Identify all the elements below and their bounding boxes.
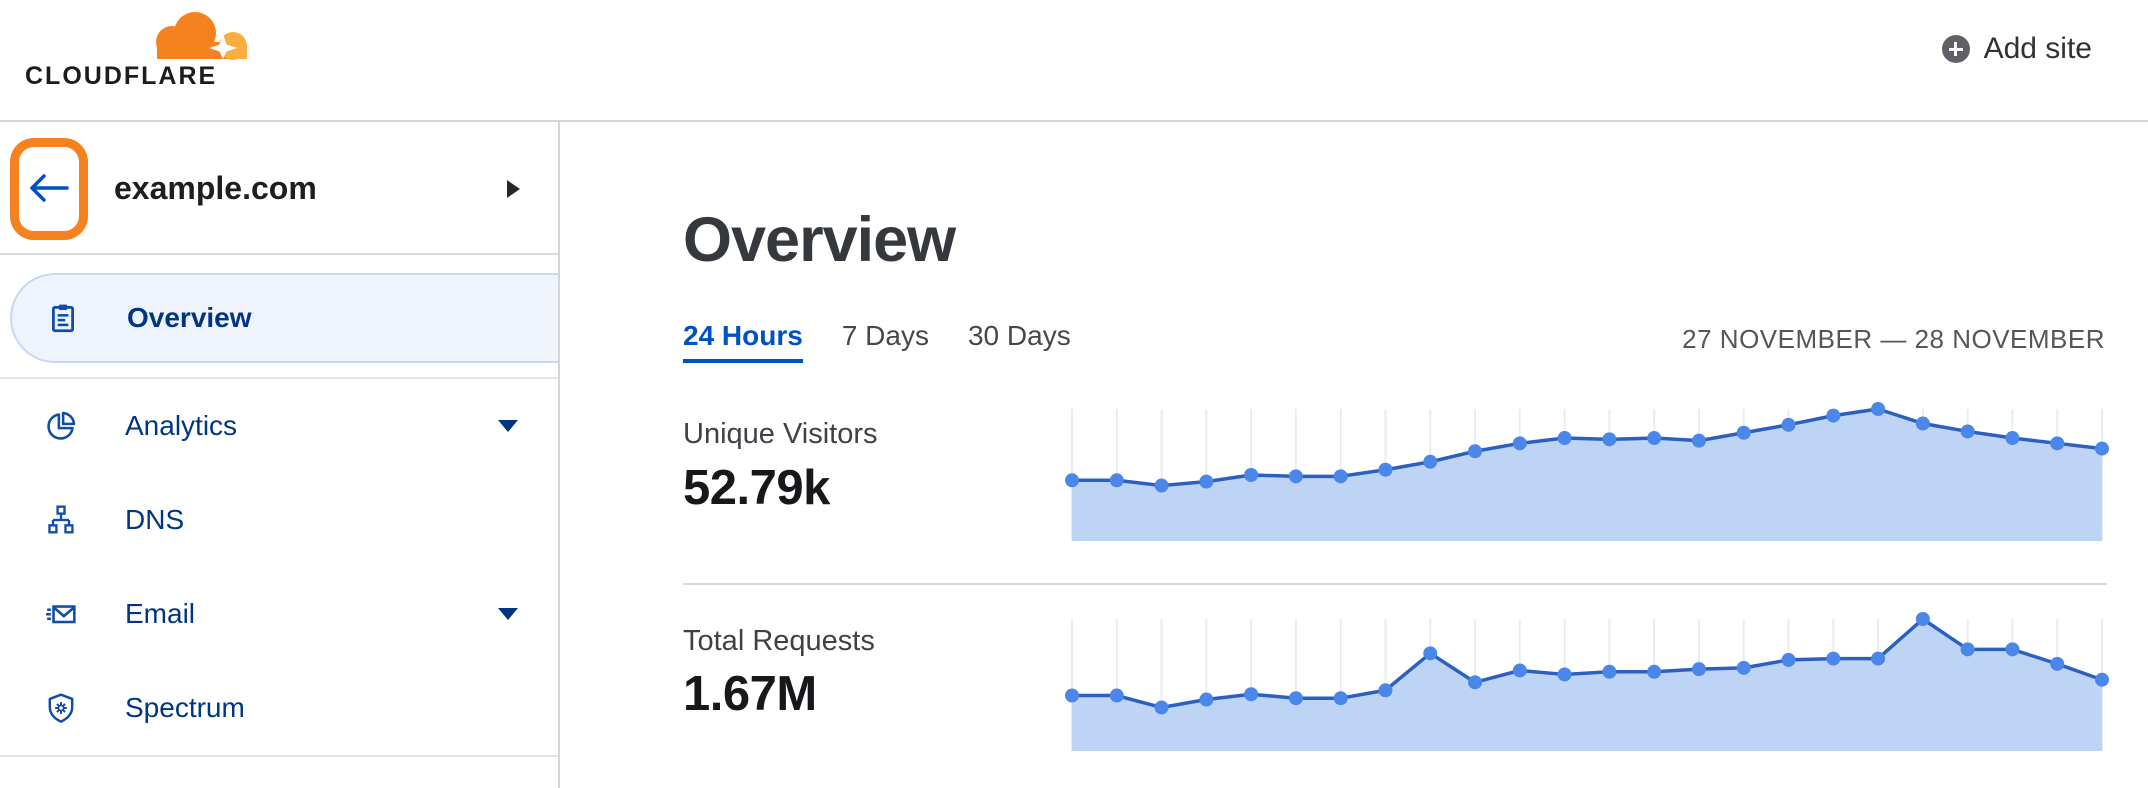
metric-label-total-requests: Total Requests xyxy=(683,625,875,657)
metric-label-unique-visitors: Unique Visitors xyxy=(683,418,878,450)
chevron-down-icon[interactable] xyxy=(498,420,518,432)
sidebar-nav: Overview Analytics xyxy=(0,255,558,757)
sidebar-item-label: Analytics xyxy=(125,410,238,441)
sidebar-divider xyxy=(0,755,558,757)
chevron-right-icon[interactable] xyxy=(507,180,520,198)
envelope-icon xyxy=(46,605,76,624)
section-divider xyxy=(683,583,2107,585)
sidebar-item-label: DNS xyxy=(125,504,185,535)
total-requests-chart xyxy=(1063,610,2111,760)
top-header: CLOUDFLARE Add site xyxy=(0,0,2148,122)
plus-circle-icon xyxy=(1941,35,1970,63)
sidebar-item-label: Overview xyxy=(127,302,252,333)
cloudflare-logo[interactable]: CLOUDFLARE xyxy=(25,4,260,94)
sidebar-item-analytics[interactable]: Analytics xyxy=(0,379,558,473)
sidebar-divider xyxy=(0,377,558,379)
add-site-button[interactable]: Add site xyxy=(1941,32,2092,66)
sidebar-item-overview[interactable]: Overview xyxy=(10,273,558,363)
page-title: Overview xyxy=(683,205,956,275)
main-content: Overview 24 Hours 7 Days 30 Days 27 NOVE… xyxy=(562,122,2148,788)
chevron-down-icon[interactable] xyxy=(498,608,518,620)
sidebar-item-label: Spectrum xyxy=(125,692,245,723)
pie-chart-icon xyxy=(47,411,76,440)
tab-30-days[interactable]: 30 Days xyxy=(967,320,1071,351)
date-range-label: 27 NOVEMBER — 28 NOVEMBER xyxy=(1682,324,2105,354)
sidebar-item-email[interactable]: Email xyxy=(0,567,558,661)
metric-value-total-requests: 1.67M xyxy=(683,667,817,721)
site-name: example.com xyxy=(114,170,317,206)
add-site-label: Add site xyxy=(1983,32,2092,65)
sidebar-item-dns[interactable]: DNS xyxy=(0,473,558,567)
hierarchy-icon xyxy=(48,505,74,534)
cloudflare-wordmark: CLOUDFLARE xyxy=(25,62,218,90)
clipboard-icon xyxy=(52,304,74,333)
tab-24-hours[interactable]: 24 Hours xyxy=(683,320,803,363)
site-selector-row: example.com xyxy=(0,122,558,255)
tab-7-days[interactable]: 7 Days xyxy=(841,320,929,351)
metric-value-unique-visitors: 52.79k xyxy=(683,461,830,515)
sidebar-item-label: Email xyxy=(125,598,196,629)
sidebar-item-spectrum[interactable]: Spectrum xyxy=(0,661,558,755)
cloudflare-cloud-icon xyxy=(156,12,247,60)
unique-visitors-chart xyxy=(1063,400,2111,550)
sidebar: example.com Overview xyxy=(0,122,560,788)
back-button[interactable] xyxy=(26,172,72,206)
time-range-tabs: 24 Hours 7 Days 30 Days xyxy=(683,320,1071,363)
shield-icon xyxy=(48,693,74,723)
arrow-left-icon xyxy=(30,174,69,202)
